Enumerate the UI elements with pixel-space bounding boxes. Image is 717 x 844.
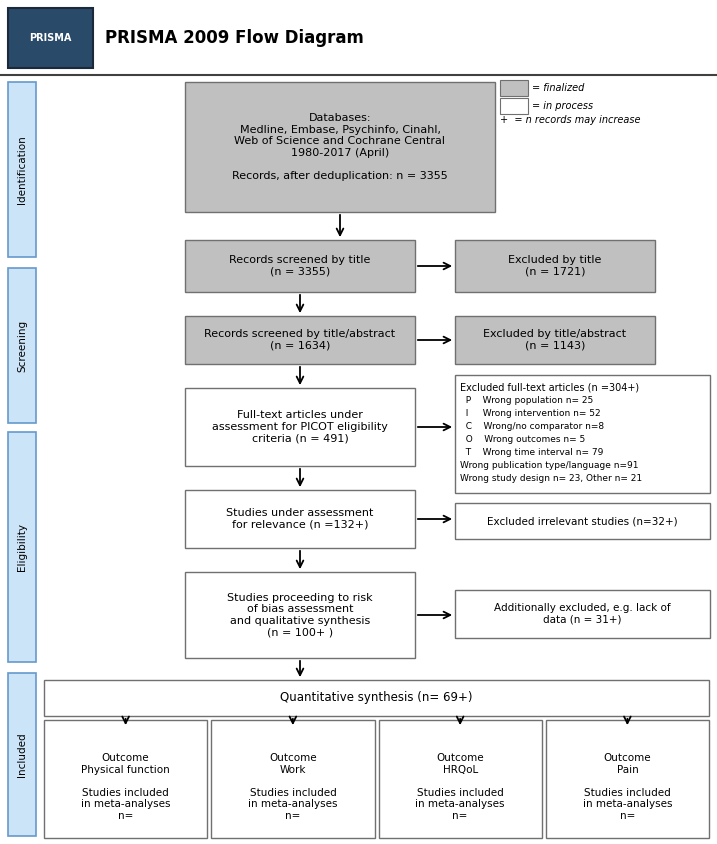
Text: Records screened by title
(n = 3355): Records screened by title (n = 3355) [229, 255, 371, 277]
Text: Excluded irrelevant studies (n=32+): Excluded irrelevant studies (n=32+) [487, 516, 678, 526]
Bar [8, 432, 36, 662]
Text: Included: Included [17, 733, 27, 776]
Bar [455, 316, 655, 364]
Bar [546, 720, 709, 838]
Text: Excluded by title/abstract
(n = 1143): Excluded by title/abstract (n = 1143) [483, 329, 627, 351]
Text: Wrong study design n= 23, Other n= 21: Wrong study design n= 23, Other n= 21 [460, 474, 642, 483]
Text: = finalized: = finalized [532, 83, 584, 93]
Bar [455, 240, 655, 292]
Text: Excluded full-text articles (n =304+): Excluded full-text articles (n =304+) [460, 383, 639, 393]
Text: O    Wrong outcomes n= 5: O Wrong outcomes n= 5 [460, 435, 585, 444]
Bar [8, 8, 93, 68]
Bar [500, 98, 528, 114]
Text: Databases:
Medline, Embase, Psychinfo, Cinahl,
Web of Science and Cochrane Centr: Databases: Medline, Embase, Psychinfo, C… [232, 113, 448, 181]
Bar [44, 680, 709, 716]
Text: Outcome
HRQoL

Studies included
in meta-analyses
n=: Outcome HRQoL Studies included in meta-a… [415, 753, 505, 821]
Text: Studies under assessment
for relevance (n =132+): Studies under assessment for relevance (… [227, 508, 374, 530]
Bar [44, 720, 207, 838]
Bar [379, 720, 542, 838]
Bar [185, 388, 415, 466]
Text: I     Wrong intervention n= 52: I Wrong intervention n= 52 [460, 409, 601, 418]
Bar [185, 572, 415, 658]
Text: Outcome
Pain

Studies included
in meta-analyses
n=: Outcome Pain Studies included in meta-an… [583, 753, 672, 821]
Text: PRISMA: PRISMA [29, 33, 72, 43]
Text: Excluded by title
(n = 1721): Excluded by title (n = 1721) [508, 255, 602, 277]
Text: Screening: Screening [17, 319, 27, 371]
Bar [455, 375, 710, 493]
Text: Additionally excluded, e.g. lack of
data (n = 31+): Additionally excluded, e.g. lack of data… [494, 603, 671, 625]
Text: Studies proceeding to risk
of bias assessment
and qualitative synthesis
(n = 100: Studies proceeding to risk of bias asses… [227, 592, 373, 637]
Bar [185, 316, 415, 364]
Text: +  = n records may increase: + = n records may increase [500, 115, 640, 125]
Bar [212, 720, 374, 838]
Text: Records screened by title/abstract
(n = 1634): Records screened by title/abstract (n = … [204, 329, 396, 351]
Bar [455, 590, 710, 638]
Bar [185, 490, 415, 548]
Bar [8, 268, 36, 423]
Text: C    Wrong/no comparator n=8: C Wrong/no comparator n=8 [460, 422, 604, 431]
Text: Full-text articles under
assessment for PICOT eligibility
criteria (n = 491): Full-text articles under assessment for … [212, 410, 388, 444]
Bar [500, 80, 528, 96]
Bar [185, 82, 495, 212]
Text: Wrong publication type/language n=91: Wrong publication type/language n=91 [460, 461, 639, 470]
Text: Eligibility: Eligibility [17, 523, 27, 571]
Bar [8, 82, 36, 257]
Text: Outcome
Work

Studies included
in meta-analyses
n=: Outcome Work Studies included in meta-an… [248, 753, 338, 821]
Text: PRISMA 2009 Flow Diagram: PRISMA 2009 Flow Diagram [105, 29, 364, 47]
Text: Identification: Identification [17, 135, 27, 204]
Text: Quantitative synthesis (n= 69+): Quantitative synthesis (n= 69+) [280, 691, 473, 705]
Text: = in process: = in process [532, 101, 593, 111]
Text: T    Wrong time interval n= 79: T Wrong time interval n= 79 [460, 448, 604, 457]
Text: P    Wrong population n= 25: P Wrong population n= 25 [460, 396, 593, 405]
Bar [455, 503, 710, 539]
Bar [8, 673, 36, 836]
Text: Outcome
Physical function

Studies included
in meta-analyses
n=: Outcome Physical function Studies includ… [81, 753, 171, 821]
Bar [185, 240, 415, 292]
